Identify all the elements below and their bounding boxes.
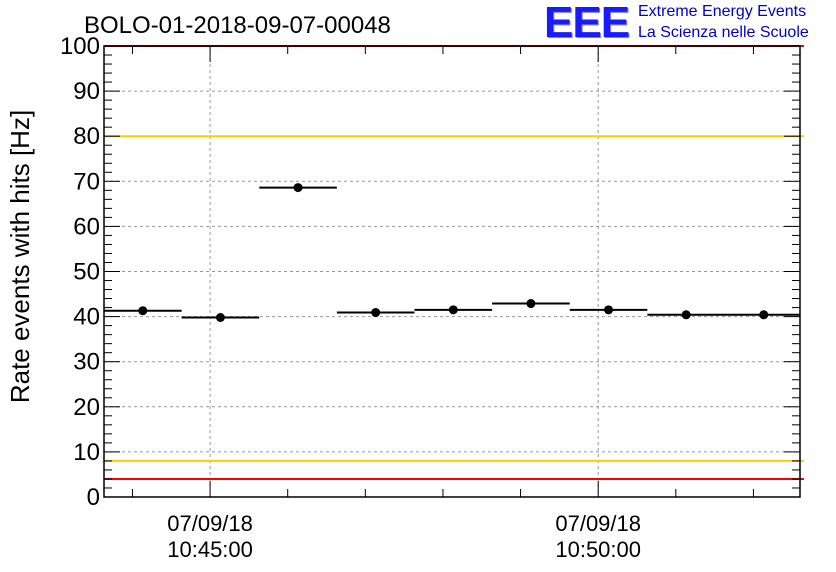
logo-line-1: Extreme Energy Events bbox=[638, 3, 807, 20]
data-point bbox=[371, 308, 381, 318]
y-tick-label: 70 bbox=[73, 168, 100, 195]
x-tick-label-time: 10:50:00 bbox=[555, 537, 641, 562]
y-tick-label: 100 bbox=[60, 33, 100, 60]
grid-lines bbox=[104, 46, 800, 497]
data-point bbox=[681, 310, 691, 320]
y-axis-label: Rate events with hits [Hz] bbox=[5, 110, 35, 403]
logo-line-2: La Scienza nelle Scuole bbox=[638, 24, 809, 41]
reference-lines bbox=[104, 45, 804, 480]
x-tick-label-date: 07/09/18 bbox=[167, 511, 253, 536]
y-tick-label: 10 bbox=[73, 439, 100, 466]
y-tick-label: 50 bbox=[73, 259, 100, 286]
y-tick-label: 40 bbox=[73, 304, 100, 331]
logo-mark: EEE bbox=[544, 0, 630, 47]
data-point bbox=[526, 299, 536, 309]
data-point bbox=[759, 310, 769, 320]
data-point bbox=[293, 183, 303, 193]
y-tick-label: 80 bbox=[73, 123, 100, 150]
y-tick-label: 60 bbox=[73, 213, 100, 240]
x-tick-label-time: 10:45:00 bbox=[167, 537, 253, 562]
y-tick-label: 30 bbox=[73, 349, 100, 376]
tick-labels: 010203040506070809010007/09/1810:45:0007… bbox=[5, 33, 641, 562]
data-point bbox=[215, 313, 225, 323]
axes bbox=[103, 45, 801, 498]
chart-title: BOLO-01-2018-09-07-00048 bbox=[84, 12, 391, 39]
y-tick-label: 90 bbox=[73, 78, 100, 105]
x-tick-label-date: 07/09/18 bbox=[555, 511, 641, 536]
data-point bbox=[604, 305, 614, 315]
data-point bbox=[138, 306, 148, 316]
data-points bbox=[104, 183, 800, 323]
y-tick-label: 20 bbox=[73, 394, 100, 421]
data-point bbox=[448, 305, 458, 315]
y-tick-label: 0 bbox=[87, 484, 100, 511]
